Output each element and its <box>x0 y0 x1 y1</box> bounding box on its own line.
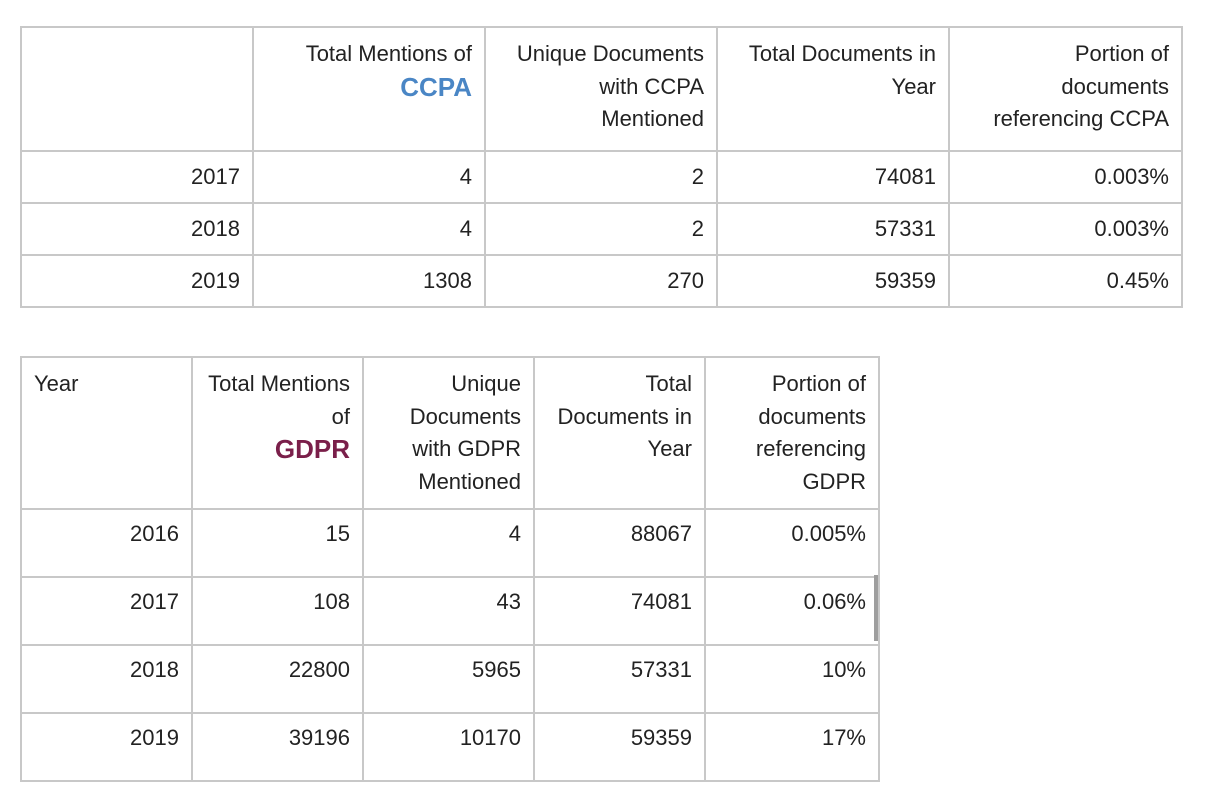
ccpa-table: Total Mentions of CCPA Unique Documents … <box>20 26 1183 308</box>
gdpr-cell-mentions: 22800 <box>191 644 364 714</box>
gdpr-header-total-mentions: Total Mentions of GDPR <box>191 356 364 510</box>
table-row: 2018 22800 5965 57331 10% <box>20 644 880 714</box>
gdpr-header-total-mentions-label: Total Mentions of <box>208 371 350 429</box>
gdpr-cell-year: 2018 <box>20 644 193 714</box>
ccpa-header-total-mentions-label: Total Mentions of <box>305 41 472 66</box>
gdpr-keyword: GDPR <box>274 434 350 464</box>
ccpa-cell-unique: 2 <box>484 150 718 204</box>
table-row: 2016 15 4 88067 0.005% <box>20 508 880 578</box>
gdpr-cell-mentions: 15 <box>191 508 364 578</box>
gdpr-header-unique-docs: Unique Documents with GDPR Mentioned <box>362 356 535 510</box>
ccpa-header-total-docs: Total Documents in Year <box>716 26 950 152</box>
ccpa-cell-mentions: 1308 <box>252 254 486 308</box>
column-resize-handle[interactable] <box>874 575 878 641</box>
gdpr-header-year: Year <box>20 356 193 510</box>
ccpa-header-total-mentions: Total Mentions of CCPA <box>252 26 486 152</box>
table-row: 2019 39196 10170 59359 17% <box>20 712 880 782</box>
ccpa-cell-mentions: 4 <box>252 150 486 204</box>
table-row: 2018 4 2 57331 0.003% <box>20 202 1183 256</box>
gdpr-cell-unique: 10170 <box>362 712 535 782</box>
gdpr-cell-total: 74081 <box>533 576 706 646</box>
ccpa-cell-portion: 0.003% <box>948 150 1183 204</box>
gdpr-table: Year Total Mentions of GDPR Unique Docum… <box>20 356 880 782</box>
gdpr-cell-year: 2019 <box>20 712 193 782</box>
ccpa-cell-year: 2019 <box>20 254 254 308</box>
ccpa-header-unique-docs: Unique Documents with CCPA Mentioned <box>484 26 718 152</box>
gdpr-cell-total: 59359 <box>533 712 706 782</box>
ccpa-cell-portion: 0.003% <box>948 202 1183 256</box>
gdpr-cell-mentions: 108 <box>191 576 364 646</box>
ccpa-cell-total: 74081 <box>716 150 950 204</box>
ccpa-cell-year: 2018 <box>20 202 254 256</box>
ccpa-cell-year: 2017 <box>20 150 254 204</box>
gdpr-cell-unique: 5965 <box>362 644 535 714</box>
gdpr-header-total-docs: Total Documents in Year <box>533 356 706 510</box>
gdpr-cell-portion: 0.005% <box>704 508 880 578</box>
gdpr-cell-total: 88067 <box>533 508 706 578</box>
gdpr-cell-mentions: 39196 <box>191 712 364 782</box>
table-row: 2019 1308 270 59359 0.45% <box>20 254 1183 308</box>
ccpa-keyword: CCPA <box>400 71 472 102</box>
ccpa-cell-total: 57331 <box>716 202 950 256</box>
gdpr-cell-portion: 17% <box>704 712 880 782</box>
ccpa-header-year <box>20 26 254 152</box>
gdpr-cell-portion: 10% <box>704 644 880 714</box>
table-row: 2017 108 43 74081 0.06% <box>20 576 880 646</box>
ccpa-cell-unique: 2 <box>484 202 718 256</box>
ccpa-cell-portion: 0.45% <box>948 254 1183 308</box>
ccpa-cell-total: 59359 <box>716 254 950 308</box>
ccpa-header-row: Total Mentions of CCPA Unique Documents … <box>20 26 1183 152</box>
gdpr-cell-year: 2017 <box>20 576 193 646</box>
gdpr-cell-portion: 0.06% <box>704 576 880 646</box>
gdpr-header-portion: Portion of documents referencing GDPR <box>704 356 880 510</box>
table-row: 2017 4 2 74081 0.003% <box>20 150 1183 204</box>
gdpr-cell-unique: 43 <box>362 576 535 646</box>
gdpr-header-row: Year Total Mentions of GDPR Unique Docum… <box>20 356 880 510</box>
gdpr-cell-unique: 4 <box>362 508 535 578</box>
gdpr-cell-year: 2016 <box>20 508 193 578</box>
ccpa-cell-mentions: 4 <box>252 202 486 256</box>
gdpr-cell-total: 57331 <box>533 644 706 714</box>
ccpa-header-portion: Portion of documents referencing CCPA <box>948 26 1183 152</box>
ccpa-cell-unique: 270 <box>484 254 718 308</box>
